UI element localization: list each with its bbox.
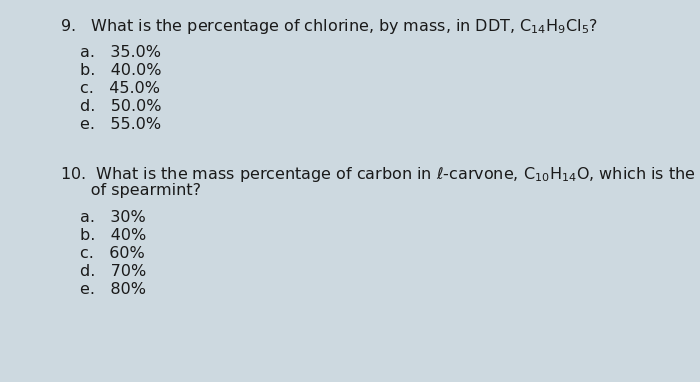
Text: e.   55.0%: e. 55.0% [80, 117, 161, 132]
Text: a.   35.0%: a. 35.0% [80, 45, 161, 60]
Text: c.   60%: c. 60% [80, 246, 145, 261]
Text: d.   50.0%: d. 50.0% [80, 99, 162, 114]
Text: 9.   What is the percentage of chlorine, by mass, in DDT, $\mathregular{C_{14}H_: 9. What is the percentage of chlorine, b… [60, 17, 598, 36]
Text: e.   80%: e. 80% [80, 282, 146, 297]
Text: b.   40%: b. 40% [80, 228, 146, 243]
Text: d.   70%: d. 70% [80, 264, 146, 279]
Text: 10.  What is the mass percentage of carbon in ℓ-carvone, $\mathregular{C_{10}H_{: 10. What is the mass percentage of carbo… [60, 165, 700, 184]
Text: b.   40.0%: b. 40.0% [80, 63, 162, 78]
Text: of spearmint?: of spearmint? [60, 183, 201, 198]
Text: a.   30%: a. 30% [80, 210, 146, 225]
Text: c.   45.0%: c. 45.0% [80, 81, 160, 96]
